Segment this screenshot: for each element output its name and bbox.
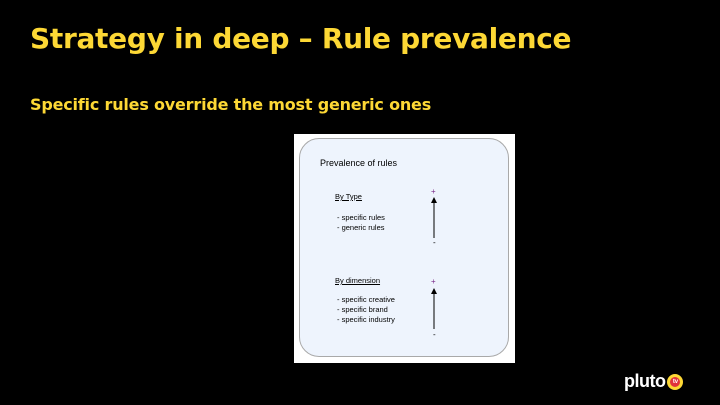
by-dimension-plus: + (431, 277, 436, 286)
by-type-plus: + (431, 187, 436, 196)
slide-title: Strategy in deep – Rule prevalence (30, 22, 572, 55)
by-dimension-item-industry: - specific industry (337, 315, 395, 324)
logo-text: pluto (624, 371, 666, 391)
slide-subtitle: Specific rules override the most generic… (30, 95, 432, 114)
logo-tv-label: tv (670, 376, 681, 387)
by-dimension-minus: - (433, 330, 436, 339)
rule-prevalence-figure: Prevalence of rules By Type - specific r… (294, 134, 515, 363)
by-type-arrow-icon (431, 197, 437, 238)
figure-title: Prevalence of rules (320, 158, 398, 168)
prevalence-panel: Prevalence of rules By Type - specific r… (299, 138, 509, 357)
by-dimension-item-brand: - specific brand (337, 305, 388, 314)
by-type-heading: By Type (335, 192, 362, 201)
by-dimension-heading: By dimension (335, 276, 381, 285)
by-dimension-item-creative: - specific creative (337, 295, 395, 304)
logo-tv-badge: tv (667, 373, 684, 390)
pluto-tv-logo: pluto tv (624, 371, 684, 392)
by-type-minus: - (433, 238, 436, 247)
by-dimension-arrow-icon (431, 288, 437, 329)
by-type-item-generic: - generic rules (337, 223, 385, 232)
by-type-item-specific: - specific rules (337, 213, 385, 222)
